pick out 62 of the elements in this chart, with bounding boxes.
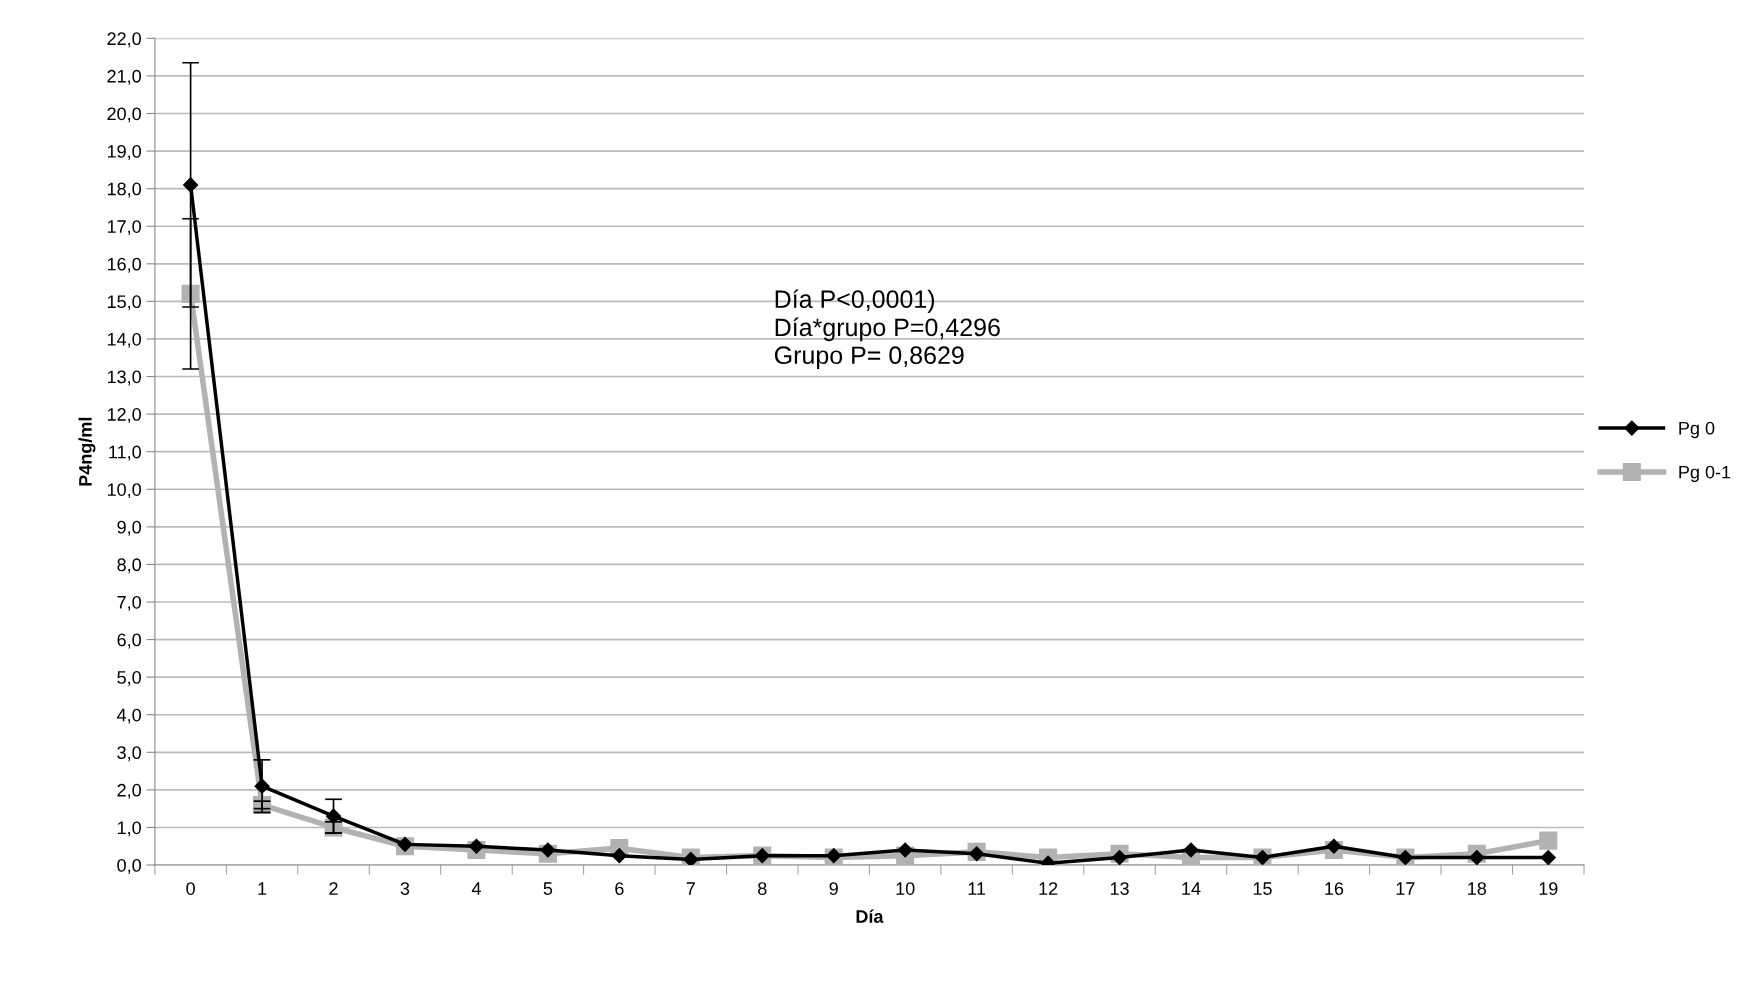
point [611,848,627,864]
x-tick-label: 13 [1110,882,1129,895]
y-tick-label: 11,0 [109,445,141,461]
point [183,177,199,193]
x-tick-label: 16 [1325,882,1344,895]
x-tick-label: 19 [1539,882,1558,895]
y-tick-label: 15,0 [107,295,141,311]
point [397,836,413,852]
point [468,838,485,854]
y-tick-label: 20,0 [107,107,141,123]
y-tick-label: 3,0 [117,746,141,762]
x-tick-label: 9 [829,882,838,895]
x-tick-label: 15 [1253,882,1272,895]
x-axis-title: Día [856,909,884,923]
y-tick-label: 10,0 [107,483,141,499]
point [540,842,556,858]
x-tick-label: 18 [1468,882,1487,895]
point [1539,831,1558,850]
y-tick-label: 22,0 [107,32,141,48]
point [1183,842,1199,858]
y-tick-label: 17,0 [107,220,141,236]
y-tick-label: 16,0 [107,257,141,273]
x-tick-label: 14 [1182,882,1201,895]
x-tick-label: 10 [896,882,915,895]
legend-label: Pg 0-1 [1679,465,1731,483]
y-tick-label: 8,0 [117,558,141,574]
y-tick-label: 19,0 [107,145,141,160]
x-tick-label: 7 [686,882,695,895]
x-tick-label: 3 [400,882,410,895]
y-tick-label: 18,0 [107,182,141,198]
y-tick-label: 14,0 [107,332,141,348]
point [1469,849,1485,866]
annotation: Día P<0,0001) Día*grupo P=0,4296 Grupo P= 0,8629 [774,289,1000,370]
y-tick-label: 6,0 [117,633,141,649]
x-tick-label: 4 [471,882,481,895]
x-tick-label: 11 [968,882,986,895]
y-tick-label: 0,0 [117,858,141,874]
x-tick-label: 17 [1396,882,1415,895]
point [181,284,200,303]
x-tick-label: 8 [758,882,767,895]
y-tick-label: 12,0 [107,408,141,423]
x-tick-label: 12 [1039,882,1058,895]
x-tick-label: 0 [186,882,195,895]
x-tick-label: 2 [329,882,338,895]
y-tick-label: 13,0 [107,370,141,386]
point [1111,849,1128,866]
point [1540,849,1556,866]
point [1326,838,1342,854]
y-tick-label: 7,0 [117,595,141,611]
y-tick-label: 1,0 [117,821,141,837]
legend-label: Pg 0 [1679,421,1715,439]
x-tick-label: 5 [543,882,553,895]
y-axis-title: P4ng/ml [78,417,96,486]
y-tick-label: 4,0 [117,708,141,724]
y-tick-label: 21,0 [107,69,141,85]
point [897,842,913,858]
x-tick-label: 1 [258,882,267,895]
y-tick-label: 9,0 [117,520,141,536]
y-tick-label: 5,0 [117,671,141,687]
y-tick-label: 2,0 [117,783,141,799]
x-tick-label: 6 [615,882,624,895]
point [969,846,985,862]
